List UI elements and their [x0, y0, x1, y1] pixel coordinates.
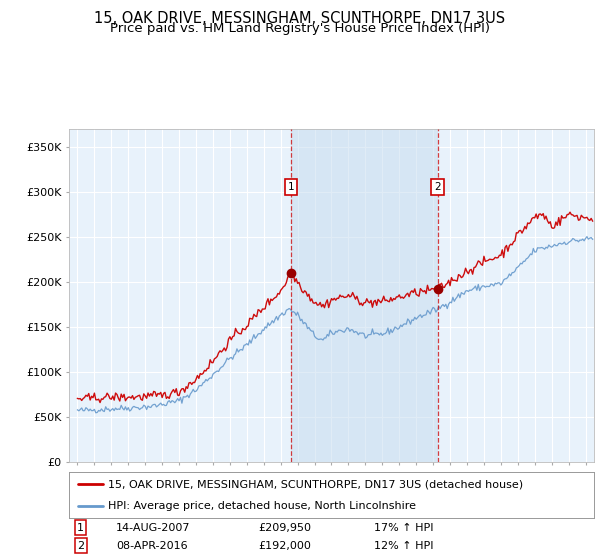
Text: HPI: Average price, detached house, North Lincolnshire: HPI: Average price, detached house, Nort…: [109, 501, 416, 511]
Text: Price paid vs. HM Land Registry's House Price Index (HPI): Price paid vs. HM Land Registry's House …: [110, 22, 490, 35]
Text: 1: 1: [288, 183, 295, 192]
Text: 17% ↑ HPI: 17% ↑ HPI: [373, 522, 433, 533]
Text: £209,950: £209,950: [258, 522, 311, 533]
Text: 15, OAK DRIVE, MESSINGHAM, SCUNTHORPE, DN17 3US: 15, OAK DRIVE, MESSINGHAM, SCUNTHORPE, D…: [94, 11, 506, 26]
Text: 2: 2: [434, 183, 441, 192]
Text: 15, OAK DRIVE, MESSINGHAM, SCUNTHORPE, DN17 3US (detached house): 15, OAK DRIVE, MESSINGHAM, SCUNTHORPE, D…: [109, 479, 523, 489]
Text: 14-AUG-2007: 14-AUG-2007: [116, 522, 191, 533]
Text: £192,000: £192,000: [258, 541, 311, 551]
Text: 08-APR-2016: 08-APR-2016: [116, 541, 188, 551]
Text: 12% ↑ HPI: 12% ↑ HPI: [373, 541, 433, 551]
Bar: [291, 129, 437, 462]
Text: 1: 1: [77, 522, 84, 533]
Text: 2: 2: [77, 541, 84, 551]
